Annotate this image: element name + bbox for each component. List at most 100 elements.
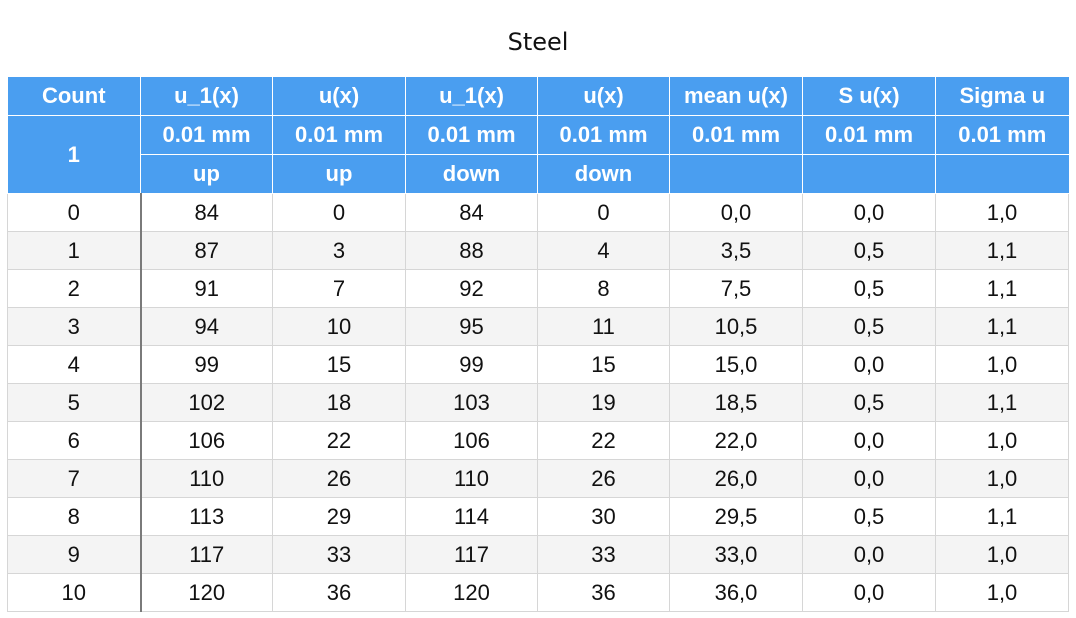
- table-row: 6 106 22 106 22 22,0 0,0 1,0: [7, 421, 1069, 460]
- table-cell: 19: [537, 383, 670, 422]
- table-cell: 33: [537, 535, 670, 574]
- table-cell: 29: [272, 497, 406, 536]
- table-cell: 15,0: [669, 345, 803, 384]
- table-cell: 84: [405, 193, 538, 232]
- table-body: 0 84 0 84 0 0,0 0,0 1,0 1 87 3 88 4 3,5 0,5 1,1 2 91 7 92 8 7…: [7, 193, 1069, 612]
- table-cell: 3,5: [669, 231, 803, 270]
- table-cell: 84: [140, 193, 273, 232]
- table-cell: 15: [272, 345, 406, 384]
- table-cell: 95: [405, 307, 538, 346]
- table-cell: 2: [7, 269, 142, 308]
- table-cell: 117: [140, 535, 273, 574]
- table-cell: 110: [405, 459, 538, 498]
- table-cell: 36: [537, 573, 670, 612]
- table-cell: 94: [140, 307, 273, 346]
- table-cell: 1,1: [935, 231, 1069, 270]
- table-cell: 0: [272, 193, 406, 232]
- table-row: 2 91 7 92 8 7,5 0,5 1,1: [7, 269, 1069, 308]
- table-cell: 10: [7, 573, 142, 612]
- unit-header: 0.01 mm: [537, 115, 670, 155]
- table-cell: 7,5: [669, 269, 803, 308]
- table-cell: 0: [7, 193, 142, 232]
- column-header-mean-ux: mean u(x): [669, 77, 803, 116]
- table-cell: 106: [405, 421, 538, 460]
- table-cell: 99: [140, 345, 273, 384]
- table-cell: 0,5: [802, 269, 936, 308]
- table-cell: 102: [140, 383, 273, 422]
- table-cell: 18,5: [669, 383, 803, 422]
- table-cell: 1,1: [935, 383, 1069, 422]
- table-cell: 26: [272, 459, 406, 498]
- table-cell: 110: [140, 459, 273, 498]
- unit-header: 0.01 mm: [669, 115, 803, 155]
- table-cell: 22,0: [669, 421, 803, 460]
- table-cell: 26,0: [669, 459, 803, 498]
- table-cell: 36: [272, 573, 406, 612]
- table-cell: 113: [140, 497, 273, 536]
- table-cell: 0,0: [802, 573, 936, 612]
- direction-header: [802, 154, 936, 194]
- table-row: 1 87 3 88 4 3,5 0,5 1,1: [7, 231, 1069, 270]
- header-row-direction: up up down down: [8, 154, 1069, 194]
- column-header-u1x-down: u_1(x): [405, 77, 538, 116]
- table-cell: 120: [140, 573, 273, 612]
- table-cell: 114: [405, 497, 538, 536]
- column-header-sigma-u: Sigma u: [935, 77, 1069, 116]
- table-cell: 9: [7, 535, 142, 574]
- direction-header: [935, 154, 1069, 194]
- steel-data-table: Count u_1(x) u(x) u_1(x) u(x) mean u(x) …: [7, 77, 1069, 612]
- unit-header: 0.01 mm: [935, 115, 1069, 155]
- table-cell: 26: [537, 459, 670, 498]
- table-cell: 0,0: [802, 535, 936, 574]
- table-cell: 33,0: [669, 535, 803, 574]
- table-cell: 7: [272, 269, 406, 308]
- direction-header: down: [405, 154, 538, 194]
- table-cell: 106: [140, 421, 273, 460]
- table-cell: 22: [537, 421, 670, 460]
- table-cell: 1,0: [935, 459, 1069, 498]
- direction-header: [669, 154, 803, 194]
- table-cell: 8: [537, 269, 670, 308]
- table-cell: 0: [537, 193, 670, 232]
- table-cell: 15: [537, 345, 670, 384]
- table-cell: 117: [405, 535, 538, 574]
- table-cell: 0,5: [802, 383, 936, 422]
- table-cell: 5: [7, 383, 142, 422]
- table-cell: 11: [537, 307, 670, 346]
- table-row: 0 84 0 84 0 0,0 0,0 1,0: [7, 193, 1069, 232]
- table-cell: 0,0: [802, 421, 936, 460]
- table-cell: 103: [405, 383, 538, 422]
- direction-header: up: [140, 154, 273, 194]
- table-cell: 0,0: [802, 345, 936, 384]
- table-cell: 87: [140, 231, 273, 270]
- table-cell: 3: [7, 307, 142, 346]
- table-cell: 1,0: [935, 193, 1069, 232]
- unit-header: 0.01 mm: [802, 115, 936, 155]
- table-cell: 0,0: [802, 459, 936, 498]
- table-cell: 1,0: [935, 421, 1069, 460]
- unit-header: 0.01 mm: [272, 115, 406, 155]
- table-row: 5 102 18 103 19 18,5 0,5 1,1: [7, 383, 1069, 422]
- table-cell: 88: [405, 231, 538, 270]
- header-row-units: 1 0.01 mm 0.01 mm 0.01 mm 0.01 mm 0.01 m…: [7, 115, 1069, 194]
- direction-header: up: [272, 154, 406, 194]
- table-cell: 1: [7, 231, 142, 270]
- table-cell: 30: [537, 497, 670, 536]
- table-cell: 18: [272, 383, 406, 422]
- column-header-s-ux: S u(x): [802, 77, 936, 116]
- table-cell: 0,0: [802, 193, 936, 232]
- table-cell: 1,1: [935, 307, 1069, 346]
- table-cell: 3: [272, 231, 406, 270]
- table-cell: 22: [272, 421, 406, 460]
- header-row-titles: Count u_1(x) u(x) u_1(x) u(x) mean u(x) …: [7, 77, 1069, 116]
- column-header-ux-down: u(x): [537, 77, 670, 116]
- table-cell: 7: [7, 459, 142, 498]
- table-cell: 1,0: [935, 345, 1069, 384]
- table-row: 3 94 10 95 11 10,5 0,5 1,1: [7, 307, 1069, 346]
- table-cell: 4: [537, 231, 670, 270]
- table-cell: 8: [7, 497, 142, 536]
- table-cell: 0,0: [669, 193, 803, 232]
- table-row: 7 110 26 110 26 26,0 0,0 1,0: [7, 459, 1069, 498]
- column-header-count: Count: [7, 77, 141, 116]
- table-header: Count u_1(x) u(x) u_1(x) u(x) mean u(x) …: [7, 77, 1069, 194]
